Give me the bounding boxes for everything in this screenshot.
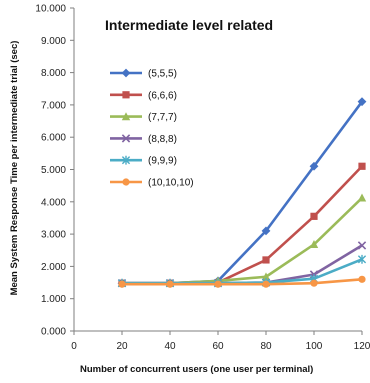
- x-tick-label: 80: [260, 341, 272, 352]
- legend-item: (9,9,9): [110, 156, 177, 167]
- y-tick-label: 8.000: [41, 68, 66, 79]
- data-point: [214, 280, 222, 288]
- data-point: [357, 241, 367, 250]
- data-point: [310, 279, 318, 287]
- y-axis-title: Mean System Response Time per intermedia…: [9, 41, 20, 296]
- series-layer: [117, 97, 367, 288]
- legend-label: (7,7,7): [148, 112, 177, 123]
- series-line: [122, 244, 363, 285]
- data-point: [118, 280, 126, 288]
- legend-item: (7,7,7): [110, 112, 177, 123]
- series-line: [122, 100, 364, 285]
- x-tick-label: 0: [71, 341, 77, 352]
- y-tick-label: 4.000: [41, 197, 66, 208]
- series-group: [117, 97, 367, 288]
- data-point: [357, 254, 367, 264]
- data-point: [357, 97, 367, 107]
- data-point: [309, 240, 319, 249]
- x-tick-label: 60: [212, 341, 224, 352]
- y-axis-ticks: 0.000 1.000 2.000 3.000 4.000 5.000 6.000 7.000…: [35, 4, 74, 338]
- legend-label: (8,8,8): [148, 134, 177, 145]
- y-tick-label: 7.000: [41, 100, 66, 111]
- x-tick-label: 40: [164, 341, 176, 352]
- legend-label: (6,6,6): [148, 90, 177, 101]
- data-point: [262, 280, 270, 288]
- legend-swatch-marker: [121, 68, 131, 78]
- legend-swatch-marker: [121, 155, 131, 165]
- data-point: [358, 162, 366, 170]
- legend-item: (8,8,8): [110, 134, 177, 145]
- data-point: [262, 256, 270, 264]
- chart-title: Intermediate level related: [105, 17, 273, 33]
- x-tick-label: 100: [306, 341, 323, 352]
- y-tick-label: 3.000: [41, 230, 66, 241]
- y-tick-label: 0.000: [41, 327, 66, 338]
- series-group: [118, 275, 366, 288]
- y-tick-label: 9.000: [41, 36, 66, 47]
- data-point: [358, 275, 366, 283]
- legend-swatch-marker: [122, 178, 130, 186]
- legend-swatch-marker: [121, 134, 131, 143]
- y-tick-label: 6.000: [41, 133, 66, 144]
- y-tick-label: 2.000: [41, 262, 66, 273]
- y-tick-label: 10.000: [35, 4, 66, 15]
- legend-swatch-marker: [121, 112, 131, 121]
- series-line: [122, 278, 363, 286]
- x-axis-title: Number of concurrent users (one user per…: [80, 364, 313, 375]
- data-point: [357, 193, 367, 202]
- legend-label: (9,9,9): [148, 156, 177, 167]
- legend-label: (10,10,10): [148, 178, 194, 189]
- legend-label: (5,5,5): [148, 69, 177, 80]
- legend-item: (5,5,5): [110, 69, 177, 80]
- data-point: [309, 161, 319, 171]
- legend-item: (10,10,10): [110, 178, 194, 189]
- legend-swatch-marker: [122, 91, 130, 99]
- x-axis-ticks: 0 20 40 60 80 100 120: [71, 331, 370, 352]
- y-tick-label: 1.000: [41, 294, 66, 305]
- legend: (5,5,5) (6,6,6) (7,7,7) (8,8,8) (9,9,9) (10,1…: [110, 69, 194, 189]
- legend-item: (6,6,6): [110, 90, 177, 101]
- data-point: [261, 226, 271, 236]
- data-point: [261, 272, 271, 281]
- data-point: [310, 212, 318, 220]
- y-tick-label: 5.000: [41, 165, 66, 176]
- x-tick-label: 120: [354, 341, 370, 352]
- data-point: [166, 280, 174, 288]
- x-tick-label: 20: [116, 341, 128, 352]
